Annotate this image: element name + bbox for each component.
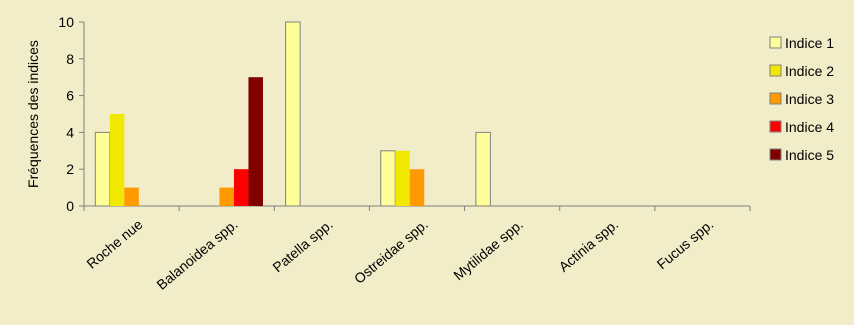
x-category-label: Balanoidea spp. [153, 216, 240, 293]
bar [409, 169, 425, 206]
y-tick-label: 4 [66, 124, 74, 140]
bar [248, 77, 263, 206]
bar [395, 150, 410, 206]
y-tick-label: 8 [66, 51, 74, 67]
legend-label: Indice 2 [785, 63, 834, 79]
bar [219, 187, 234, 206]
bar [233, 169, 249, 206]
legend-label: Indice 5 [785, 147, 834, 163]
y-tick-label: 6 [66, 88, 74, 104]
y-axis-label: Fréquences des indices [25, 40, 41, 188]
x-category-label: Ostreidae spp. [351, 216, 431, 287]
legend-label: Indice 1 [785, 35, 834, 51]
legend-label: Indice 4 [785, 119, 834, 135]
x-category-label: Roche nue [83, 216, 145, 272]
x-category-label: Actinia spp. [555, 216, 621, 275]
x-category-label: Fucus spp. [654, 216, 717, 272]
legend-swatch [769, 64, 782, 77]
y-tick-label: 0 [66, 198, 74, 214]
bar [124, 187, 139, 206]
y-tick-label: 2 [66, 161, 74, 177]
legend-swatch [769, 92, 782, 105]
bar [109, 114, 125, 206]
x-category-label: Patella spp. [269, 216, 335, 275]
legend-swatch [769, 36, 782, 49]
x-category-label: Mytilidae spp. [450, 216, 526, 283]
bar [475, 131, 491, 207]
bar [94, 131, 111, 207]
bar [285, 21, 301, 207]
plot-area: 0 2 4 6 8 10 Roche nue Balanoidea spp. Patella s… [58, 14, 751, 293]
legend-swatch [769, 148, 782, 161]
legend-label: Indice 3 [785, 91, 834, 107]
legend-swatch [769, 120, 782, 133]
y-tick-label: 10 [58, 14, 74, 30]
bar [380, 150, 396, 207]
legend: Indice 1 Indice 2 Indice 3 Indice 4 Indice 5 [769, 35, 834, 163]
